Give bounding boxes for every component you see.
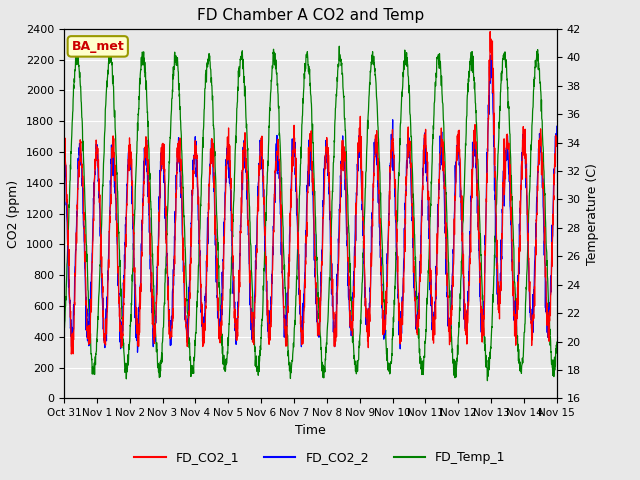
Y-axis label: Temperature (C): Temperature (C) <box>586 163 599 264</box>
X-axis label: Time: Time <box>295 424 326 437</box>
Text: BA_met: BA_met <box>72 40 124 53</box>
Legend: FD_CO2_1, FD_CO2_2, FD_Temp_1: FD_CO2_1, FD_CO2_2, FD_Temp_1 <box>129 446 511 469</box>
Y-axis label: CO2 (ppm): CO2 (ppm) <box>8 180 20 248</box>
Title: FD Chamber A CO2 and Temp: FD Chamber A CO2 and Temp <box>196 9 424 24</box>
